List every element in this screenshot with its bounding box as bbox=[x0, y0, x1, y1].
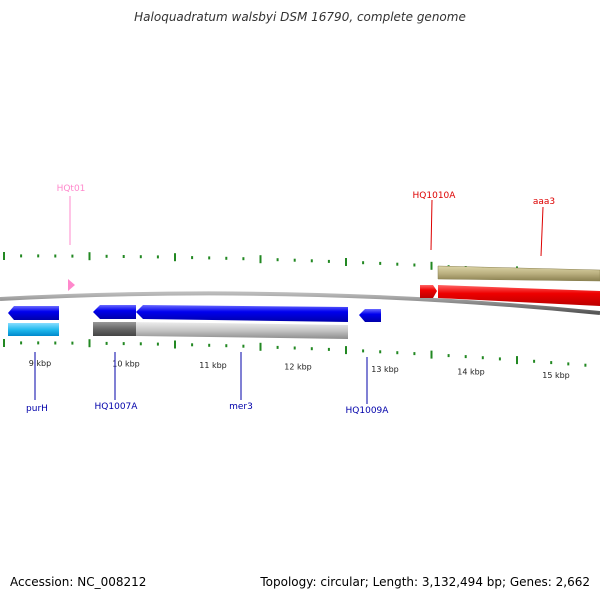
gene-label-aaa3: aaa3 bbox=[533, 197, 555, 207]
gene-label-hqt01: HQt01 bbox=[57, 184, 86, 194]
gene-feature-mer3-region bbox=[136, 322, 348, 339]
gene-arrow-mer3 bbox=[136, 305, 348, 322]
scale-label: 11 kbp bbox=[199, 361, 227, 370]
scale-label: 9 kbp bbox=[29, 359, 51, 368]
genome-title: Haloquadratum walsbyi DSM 16790, complet… bbox=[134, 10, 466, 24]
scale-label: 14 kbp bbox=[457, 368, 485, 377]
gene-label-mer3: mer3 bbox=[229, 402, 253, 412]
genome-backbone bbox=[0, 291, 600, 315]
gene-label-hq1010a: HQ1010A bbox=[413, 191, 457, 201]
gene-feature-purh-rna bbox=[8, 323, 59, 336]
lower-tick-track bbox=[3, 339, 587, 367]
scale-label: 12 kbp bbox=[284, 363, 312, 372]
gene-label-hq1007a: HQ1007A bbox=[95, 402, 139, 412]
gene-label-hq1009a: HQ1009A bbox=[346, 406, 390, 416]
upper-tick-track bbox=[3, 252, 587, 277]
gene-label-purh: purH bbox=[26, 404, 48, 414]
gene-arrow-hq1010a bbox=[420, 285, 437, 298]
gene-feature-aaa3 bbox=[437, 265, 600, 282]
gene-arrow-purh bbox=[8, 306, 59, 320]
trna-feature-hqt01 bbox=[68, 279, 75, 291]
scale-label: 10 kbp bbox=[112, 360, 140, 369]
genome-summary-text: Topology: circular; Length: 3,132,494 bp… bbox=[260, 575, 590, 589]
leader-hq1010a bbox=[430, 199, 433, 251]
scale-labels: 9 kbp 10 kbp 11 kbp 12 kbp 13 kbp 14 kbp 15 kb… bbox=[29, 359, 570, 380]
leader-aaa3 bbox=[540, 206, 544, 257]
accession-text: Accession: NC_008212 bbox=[10, 575, 147, 589]
scale-label: 15 kbp bbox=[542, 371, 570, 380]
gene-feature-red-large bbox=[438, 285, 600, 306]
gene-arrow-hq1009a bbox=[359, 309, 381, 322]
scale-label: 13 kbp bbox=[371, 365, 399, 374]
gene-arrow-hq1007a bbox=[93, 305, 136, 319]
gene-feature-hq1007a-region bbox=[93, 322, 136, 336]
